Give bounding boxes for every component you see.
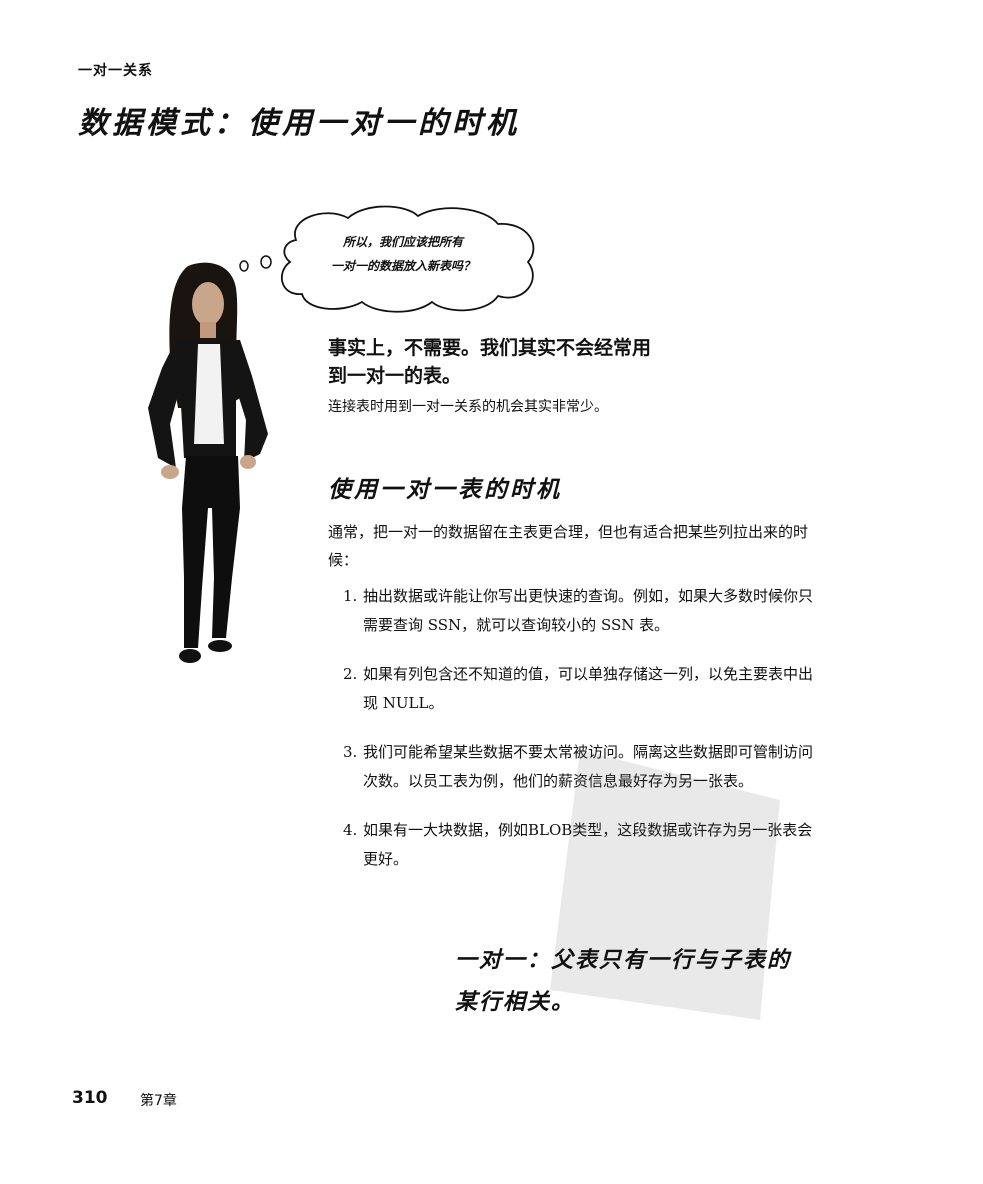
list-item: 4. 如果有一大块数据，例如BLOB类型，这段数据或许存为另一张表会更好。 — [343, 816, 813, 874]
list-item-number: 1. — [343, 587, 358, 605]
list-item: 3. 我们可能希望某些数据不要太常被访问。隔离这些数据即可管制访问次数。以员工表… — [343, 738, 813, 796]
watermark-stamp — [550, 750, 780, 1020]
answer-heading-line-2: 到一对一的表。 — [328, 365, 462, 387]
list-item: 2. 如果有列包含还不知道的值，可以单独存储这一列，以免主要表中出现 NULL。 — [343, 660, 813, 718]
answer-heading: 事实上，不需要。我们其实不会经常用 到一对一的表。 — [328, 334, 728, 390]
list-item: 1. 抽出数据或许能让你写出更快速的查询。例如，如果大多数时候你只需要查询 SS… — [343, 582, 813, 640]
list-item-text: 如果有一大块数据，例如BLOB类型，这段数据或许存为另一张表会更好。 — [363, 821, 813, 868]
thought-bubble: 所以，我们应该把所有 一对一的数据放入新表吗？ — [236, 200, 546, 315]
page-title: 数据模式：使用一对一的时机 — [78, 106, 520, 141]
section-intro: 通常，把一对一的数据留在主表更合理，但也有适合把某些列拉出来的时候： — [328, 523, 809, 569]
thought-line-2: 一对一的数据放入新表吗？ — [330, 259, 475, 273]
running-head: 一对一关系 — [78, 63, 153, 79]
callout-line-2: 某行相关。 — [455, 990, 576, 1015]
callout-line-1: 一对一：父表只有一行与子表的 — [455, 948, 792, 973]
answer-note: 连接表时用到一对一关系的机会其实非常少。 — [328, 399, 608, 415]
list-item-text: 我们可能希望某些数据不要太常被访问。隔离这些数据即可管制访问次数。以员工表为例，… — [363, 743, 814, 790]
callout-definition: 一对一：父表只有一行与子表的 某行相关。 — [455, 940, 875, 1024]
reasons-list: 1. 抽出数据或许能让你写出更快速的查询。例如，如果大多数时候你只需要查询 SS… — [343, 582, 813, 894]
list-item-number: 3. — [343, 743, 358, 761]
page-number: 310 — [72, 1088, 108, 1108]
thought-line-1: 所以，我们应该把所有 — [342, 235, 463, 249]
woman-photo — [148, 262, 268, 663]
thought-cloud-shape — [239, 205, 535, 313]
list-item-text: 如果有列包含还不知道的值，可以单独存储这一列，以免主要表中出现 NULL。 — [363, 665, 814, 712]
list-item-text: 抽出数据或许能让你写出更快速的查询。例如，如果大多数时候你只需要查询 SSN，就… — [363, 587, 814, 634]
chapter-label: 第7章 — [140, 1093, 177, 1109]
answer-heading-line-1: 事实上，不需要。我们其实不会经常用 — [328, 337, 652, 359]
list-item-number: 4. — [343, 821, 358, 839]
section-title: 使用一对一表的时机 — [328, 477, 562, 503]
list-item-number: 2. — [343, 665, 358, 683]
